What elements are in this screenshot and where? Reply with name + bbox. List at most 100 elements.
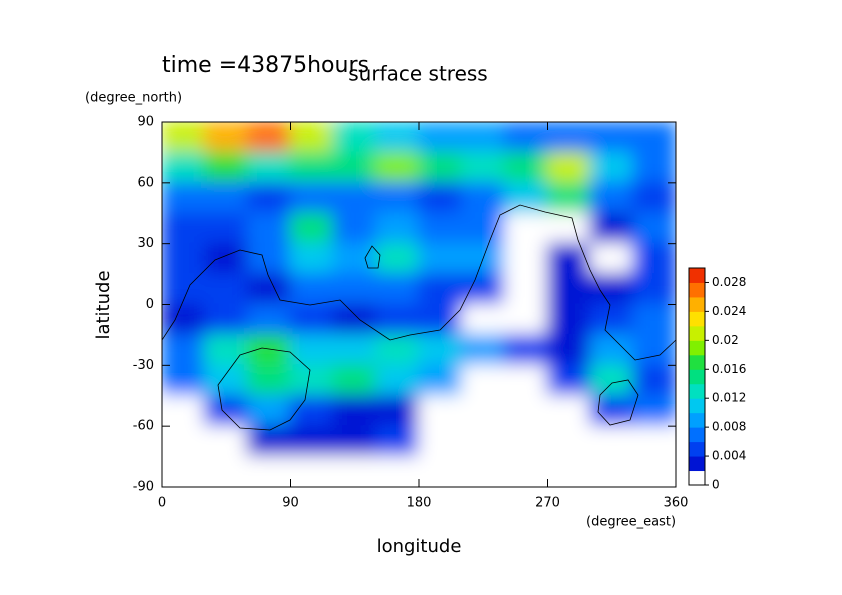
cell — [203, 303, 249, 336]
cell — [546, 273, 592, 306]
cell — [162, 303, 206, 336]
cell — [246, 151, 292, 184]
x-tick-label: 270 — [535, 496, 560, 511]
colorbar-band — [689, 456, 705, 472]
colorbar-tick-label: 0.024 — [712, 304, 746, 318]
cell — [589, 455, 635, 487]
cell — [246, 394, 292, 428]
cell — [246, 333, 292, 367]
cell — [632, 181, 676, 215]
cell — [203, 455, 249, 487]
colorbar-tick-label: 0.012 — [712, 391, 746, 405]
cell — [375, 455, 420, 487]
cell — [162, 151, 206, 184]
cell — [289, 151, 335, 184]
cell — [375, 425, 420, 458]
cell — [203, 242, 249, 276]
cell — [632, 212, 676, 245]
cell — [460, 394, 506, 428]
cell — [418, 151, 463, 184]
cell — [546, 122, 592, 154]
cell — [460, 364, 506, 397]
cell — [546, 425, 592, 458]
cell — [460, 455, 506, 487]
colorbar-tick-label: 0.02 — [712, 333, 739, 347]
cell — [203, 364, 249, 397]
cell — [632, 303, 676, 336]
cell — [503, 273, 549, 306]
cell — [332, 122, 378, 154]
x-unit: (degree_east) — [586, 515, 676, 530]
cell — [460, 273, 506, 306]
colorbar-band — [689, 311, 705, 327]
cell — [546, 333, 592, 367]
cell — [503, 181, 549, 215]
colorbar-band — [689, 412, 705, 428]
cell — [589, 364, 635, 397]
cell — [162, 425, 206, 458]
cell — [289, 273, 335, 306]
cell — [162, 394, 206, 428]
cell — [162, 242, 206, 276]
cell — [162, 364, 206, 397]
cell — [332, 303, 378, 336]
cell — [503, 122, 549, 154]
cell — [332, 425, 378, 458]
cell — [589, 122, 635, 154]
cell — [289, 303, 335, 336]
cell — [418, 303, 463, 336]
cell — [546, 181, 592, 215]
cell — [418, 394, 463, 428]
cell — [289, 122, 335, 154]
cell — [332, 212, 378, 245]
cell — [289, 181, 335, 215]
colorbar-band — [689, 441, 705, 457]
cell — [375, 273, 420, 306]
cell — [632, 455, 676, 487]
cell — [289, 455, 335, 487]
cell — [418, 333, 463, 367]
cell — [246, 425, 292, 458]
cell — [289, 212, 335, 245]
cell — [375, 394, 420, 428]
cell — [162, 122, 206, 154]
y-unit: (degree_north) — [85, 91, 182, 106]
colorbar-band — [689, 398, 705, 414]
cell — [460, 425, 506, 458]
cell — [632, 333, 676, 367]
cell — [162, 333, 206, 367]
cell — [246, 303, 292, 336]
cell — [460, 181, 506, 215]
cell — [332, 181, 378, 215]
cell — [203, 425, 249, 458]
cell — [503, 333, 549, 367]
colorbar-tick-label: 0.016 — [712, 362, 746, 376]
cell — [460, 212, 506, 245]
cell — [503, 151, 549, 184]
cell — [589, 303, 635, 336]
cell — [375, 212, 420, 245]
cell — [632, 151, 676, 184]
cell — [203, 273, 249, 306]
cell — [162, 212, 206, 245]
cell — [203, 181, 249, 215]
subtitle: time =43875hours — [162, 53, 369, 78]
cell — [203, 122, 249, 154]
x-tick-label: 180 — [407, 496, 432, 511]
cell — [246, 364, 292, 397]
cell — [418, 455, 463, 487]
cell — [246, 273, 292, 306]
cell — [503, 425, 549, 458]
colorbar-band — [689, 296, 705, 312]
y-tick-label: 30 — [137, 236, 154, 251]
cell — [375, 333, 420, 367]
cell — [246, 455, 292, 487]
cell — [289, 242, 335, 276]
cell — [332, 242, 378, 276]
chart-title: surface stress — [348, 62, 487, 86]
cell — [246, 212, 292, 245]
cell — [375, 242, 420, 276]
cell — [332, 394, 378, 428]
cell — [375, 303, 420, 336]
